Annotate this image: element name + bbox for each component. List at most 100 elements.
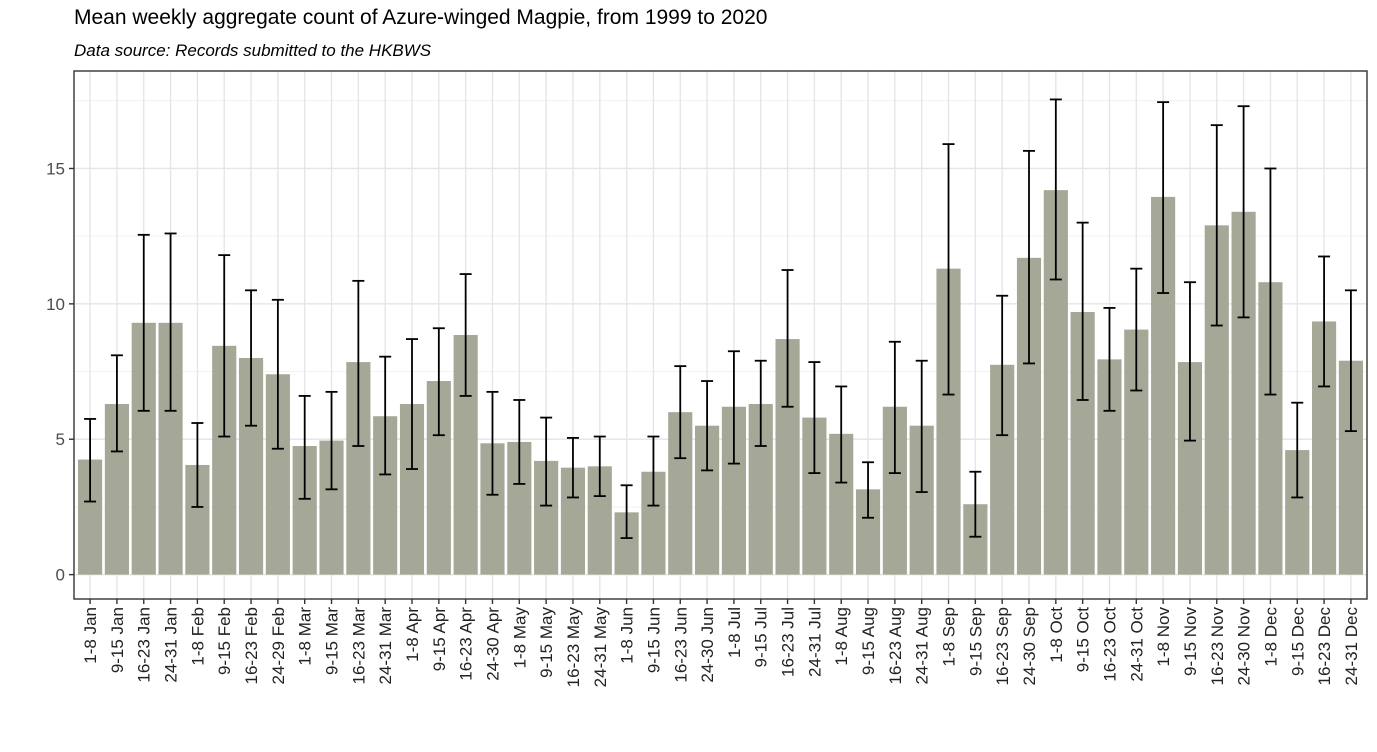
error-bar <box>620 484 633 539</box>
error-bar <box>298 395 311 500</box>
error-bar <box>727 350 740 465</box>
y-tick-label: 5 <box>56 430 65 449</box>
error-bars <box>84 98 1357 539</box>
error-bar <box>245 289 258 427</box>
chart-title: Mean weekly aggregate count of Azure-win… <box>74 6 768 29</box>
y-axis: 0 5 10 15 <box>46 159 74 585</box>
error-bar <box>1291 401 1304 499</box>
error-bar <box>754 359 767 447</box>
error-bar <box>84 418 97 503</box>
error-bar <box>110 354 123 453</box>
error-bar <box>191 422 204 508</box>
x-tick-label: 24-30 Nov <box>1235 607 1254 686</box>
x-tick-label: 9-15 Feb <box>215 607 234 675</box>
x-tick-label: 1-8 May <box>510 607 529 669</box>
error-bar <box>540 416 553 507</box>
x-tick-label: 1-8 Jul <box>725 607 744 658</box>
error-bar <box>1157 101 1170 294</box>
y-tick-label: 10 <box>46 295 65 314</box>
x-tick-label: 16-23 Jun <box>671 607 690 683</box>
x-tick-label: 9-15 Dec <box>1288 607 1307 676</box>
x-tick-label: 24-31 May <box>591 607 610 688</box>
x-tick-label: 24-31 Aug <box>913 607 932 685</box>
x-tick-label: 16-23 Aug <box>886 607 905 685</box>
x-tick-label: 9-15 Jan <box>108 607 127 673</box>
x-tick-label: 16-23 Jul <box>779 607 798 677</box>
error-bar <box>271 298 284 450</box>
error-bar <box>942 143 955 396</box>
error-bar <box>808 361 821 474</box>
x-tick-label: 1-8 Nov <box>1154 607 1173 667</box>
error-bar <box>593 435 606 498</box>
error-bar <box>1318 255 1331 388</box>
x-tick-label: 16-23 Nov <box>1208 607 1227 686</box>
error-bar <box>218 254 231 438</box>
x-tick-label: 24-31 Oct <box>1127 607 1146 682</box>
y-tick-label: 0 <box>56 566 65 585</box>
error-bar <box>566 436 579 499</box>
x-tick-label: 1-8 Jun <box>618 607 637 664</box>
error-bar <box>164 232 177 412</box>
x-tick-label: 9-15 Jul <box>752 607 771 667</box>
x-tick-label: 1-8 Oct <box>1047 607 1066 663</box>
x-tick-label: 1-8 Aug <box>832 607 851 666</box>
x-tick-label: 1-8 Jan <box>81 607 100 664</box>
error-bar <box>1344 289 1357 433</box>
x-tick-label: 24-29 Feb <box>269 607 288 685</box>
error-bar <box>325 390 338 491</box>
error-bar <box>486 390 499 496</box>
error-bar <box>969 470 982 538</box>
error-bar <box>1049 98 1062 281</box>
x-tick-label: 9-15 Sep <box>966 607 985 676</box>
x-tick-label: 1-8 Feb <box>188 607 207 666</box>
x-tick-label: 16-23 May <box>564 607 583 688</box>
error-bar <box>701 380 714 472</box>
x-tick-label: 9-15 Oct <box>1074 607 1093 672</box>
x-tick-label: 9-15 Aug <box>859 607 878 675</box>
error-bar <box>459 273 472 397</box>
bars <box>78 190 1363 575</box>
error-bar <box>888 340 901 474</box>
error-bar <box>406 338 419 470</box>
x-tick-label: 9-15 Jun <box>644 607 663 673</box>
x-tick-label: 16-23 Jan <box>135 607 154 683</box>
y-tick-label: 15 <box>46 159 65 178</box>
x-tick-label: 16-23 Dec <box>1315 607 1334 686</box>
x-tick-label: 1-8 Sep <box>940 607 959 667</box>
error-bar <box>647 435 660 507</box>
x-tick-label: 24-31 Jan <box>162 607 181 683</box>
panel-border <box>73 70 1368 600</box>
error-bar <box>915 359 928 493</box>
x-tick-label: 9-15 Mar <box>323 607 342 675</box>
error-bar <box>1237 105 1250 319</box>
error-bar <box>379 355 392 476</box>
error-bar <box>835 385 848 484</box>
x-tick-label: 16-23 Mar <box>349 607 368 685</box>
error-bar <box>862 461 875 519</box>
x-tick-label: 9-15 May <box>537 607 556 678</box>
x-tick-label: 1-8 Dec <box>1261 607 1280 667</box>
x-tick-label: 24-30 Sep <box>1020 607 1039 685</box>
x-tick-label: 24-31 Dec <box>1342 607 1361 686</box>
error-bar <box>1076 221 1089 401</box>
x-tick-label: 1-8 Apr <box>403 607 422 662</box>
chart-subtitle: Data source: Records submitted to the HK… <box>74 41 432 60</box>
error-bar <box>781 269 794 408</box>
x-axis: 1-8 Jan 9-15 Jan 16-23 Jan 24-31 Jan 1-8 Feb… <box>81 599 1361 687</box>
error-bar <box>137 233 150 412</box>
error-bar <box>1022 149 1035 365</box>
x-tick-label: 24-31 Jul <box>805 607 824 677</box>
x-tick-label: 24-31 Mar <box>376 607 395 685</box>
error-bar <box>1130 267 1143 392</box>
error-bar <box>996 294 1009 437</box>
error-bar <box>1264 167 1277 396</box>
x-tick-label: 16-23 Apr <box>457 607 476 681</box>
x-tick-label: 9-15 Nov <box>1181 607 1200 676</box>
x-tick-label: 16-23 Oct <box>1100 607 1119 682</box>
error-bar <box>513 399 526 485</box>
x-tick-label: 9-15 Apr <box>430 607 449 672</box>
x-tick-label: 16-23 Feb <box>242 607 261 685</box>
error-bar <box>1103 307 1116 412</box>
x-tick-label: 24-30 Jun <box>698 607 717 683</box>
